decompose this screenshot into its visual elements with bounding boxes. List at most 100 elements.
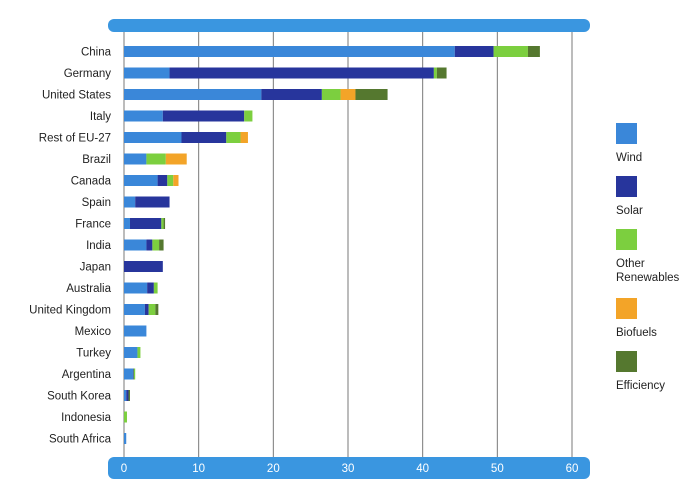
bar-segment-biofuels [340,89,356,100]
bar-segment-other-renewables [226,132,241,143]
bar-segment-solar [144,304,149,315]
legend-swatch [616,229,637,250]
bar-segment-wind [124,218,130,229]
bar-segment-efficiency [159,239,164,251]
bar-segment-other-renewables [493,46,528,57]
bar-segment-wind [124,132,182,143]
legend-swatch [616,351,637,372]
bar-segment-biofuels [165,153,187,165]
bar-segment-wind [124,304,145,315]
bar-segment-solar [169,67,434,79]
category-label: Canada [71,176,112,188]
legend-swatch [616,123,637,144]
bar-segment-other-renewables [133,368,136,380]
category-label: Japan [80,262,111,274]
category-label: Germany [64,68,112,80]
bar-segment-wind [124,110,163,122]
bar-segment-efficiency [155,304,159,315]
bar-segment-other-renewables [148,304,156,315]
legend-label: Renewables [616,272,680,284]
category-label: United States [42,90,111,102]
bar-segment-solar [126,390,129,401]
bar-segment-other-renewables [146,153,166,165]
bar-segment-wind [124,175,158,186]
bars [124,46,540,444]
legend-label: Other [616,258,645,270]
x-tick-label: 40 [416,463,429,475]
bar-segment-solar [147,282,154,294]
category-label: Rest of EU-27 [39,133,111,145]
legend-label: Wind [616,152,642,164]
x-tick-labels: 0 10 20 30 40 50 60 [121,463,579,475]
category-label: Brazil [82,154,111,166]
bar-segment-solar [132,368,134,380]
x-tick-label: 20 [267,463,280,475]
bar-segment-wind [124,196,136,208]
x-tick-label: 0 [121,463,127,475]
bar-segment-wind [124,282,148,294]
bar-segment-solar [261,89,322,100]
category-label: Italy [90,111,111,123]
bar-segment-efficiency [527,46,540,57]
bar-segment-other-renewables [167,175,174,186]
x-tick-label: 60 [566,463,579,475]
bar-segment-efficiency [436,67,447,79]
bar-segment-solar [157,175,168,186]
bar-segment-wind [124,46,455,57]
category-labels: China Germany United States Italy Rest of EU… [29,47,111,446]
bar-segment-wind [124,433,127,444]
bar-segment-other-renewables [433,67,437,79]
bar-segment-solar [124,261,163,272]
grid-lines [123,32,573,457]
bar-segment-solar [135,196,170,208]
bar-segment-efficiency [163,218,166,229]
bar-segment-wind [124,239,147,251]
bar-segment-other-renewables [321,89,341,100]
category-label: France [75,219,111,231]
legend-label: Solar [616,205,643,217]
legend: Wind Solar Other Renewables Biofuels Efficien… [616,123,680,392]
bar-segment-other-renewables [124,411,127,423]
bar-segment-other-renewables [152,239,160,251]
bar-segment-efficiency [355,89,388,100]
bar-segment-wind [124,67,170,79]
bar-segment-other-renewables [137,347,141,358]
bar-segment-other-renewables [153,282,158,294]
bar-segment-wind [124,89,262,100]
category-label: China [81,47,112,59]
category-label: South Africa [49,434,112,446]
x-tick-label: 30 [342,463,355,475]
legend-swatch [616,298,637,319]
category-label: Turkey [76,348,111,360]
category-label: Spain [82,197,111,209]
x-tick-label: 50 [491,463,504,475]
bar-segment-efficiency [128,390,130,401]
bar-segment-other-renewables [161,218,164,229]
bar-segment-wind [124,347,138,358]
category-label: Australia [66,283,111,295]
category-label: South Korea [47,391,112,403]
bar-segment-wind [124,325,147,337]
x-tick-label: 10 [192,463,205,475]
legend-label: Efficiency [616,380,665,392]
category-label: Mexico [75,326,111,338]
legend-swatch [616,176,637,197]
bar-segment-biofuels [240,132,248,143]
top-frame-bar [108,19,590,32]
bar-segment-wind [124,153,147,165]
category-label: Indonesia [61,412,111,424]
bar-segment-wind [124,390,127,401]
bar-segment-solar [454,46,494,57]
category-label: United Kingdom [29,305,111,317]
bar-segment-solar [146,239,153,251]
bar-segment-other-renewables [244,110,253,122]
category-label: India [86,240,112,252]
x-axis-frame-bar [108,457,590,479]
bar-segment-solar [162,110,245,122]
legend-label: Biofuels [616,327,657,339]
bar-segment-biofuels [173,175,179,186]
bar-segment-solar [181,132,227,143]
bar-segment-solar [129,218,162,229]
bar-segment-wind [124,368,133,380]
